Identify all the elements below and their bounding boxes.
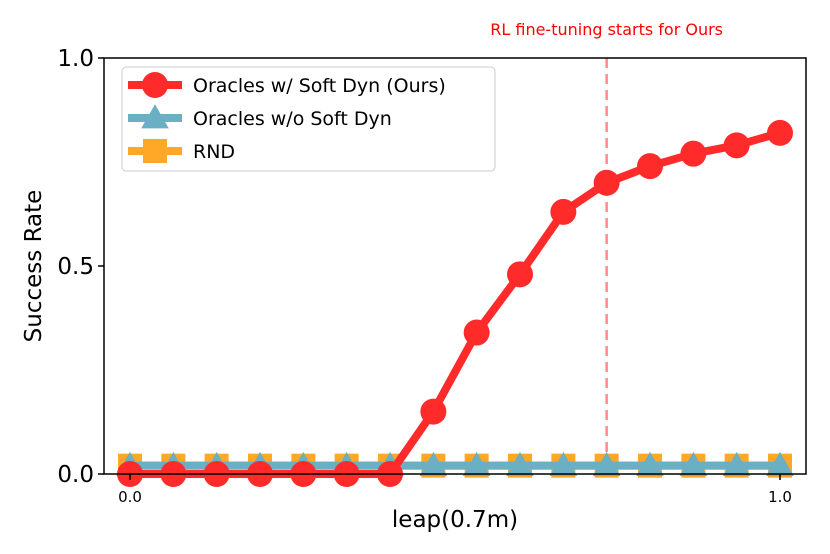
data-point-1-15	[766, 451, 794, 477]
y-tick-label-1: 0.5	[57, 254, 94, 280]
data-point-0-8	[463, 319, 490, 346]
data-point-0-11	[593, 169, 620, 196]
data-point-1-9	[506, 451, 534, 477]
legend-label-1: Oracles w/o Soft Dyn	[193, 108, 392, 130]
legend-marker-2	[143, 139, 167, 163]
annotation-text: RL fine-tuning starts for Ours	[490, 20, 723, 39]
legend-label-2: RND	[193, 141, 235, 163]
legend-marker-1	[141, 104, 169, 129]
legend: Oracles w/ Soft Dyn (Ours) Oracles w/o So…	[121, 66, 496, 172]
data-point-1-7	[419, 451, 448, 477]
series-line-0	[130, 129, 782, 478]
y-axis-title: Success Rate	[21, 190, 47, 343]
data-point-0-13	[680, 140, 707, 167]
data-point-1-14	[722, 451, 751, 477]
data-point-0-10	[550, 198, 577, 225]
x-axis-title: leap(0.7m)	[392, 507, 518, 533]
data-point-0-15	[767, 119, 793, 146]
data-point-0-9	[507, 261, 533, 288]
data-point-1-8	[462, 451, 491, 477]
data-point-1-13	[679, 451, 708, 477]
x-tick-label-1: 1.0	[768, 488, 792, 506]
y-tick-label-2: 1.0	[57, 46, 94, 72]
data-point-0-12	[637, 153, 663, 180]
x-tick-label-0: 0.0	[118, 488, 142, 506]
data-point-1-10	[549, 451, 578, 477]
legend-box	[121, 66, 496, 172]
legend-label-0: Oracles w/ Soft Dyn (Ours)	[193, 75, 446, 97]
y-tick-label-0: 0.0	[57, 462, 94, 488]
data-point-1-11	[592, 451, 621, 477]
axes-layer: 0.0 0.5 1.0 0.0 1.0	[57, 46, 807, 506]
data-point-0-14	[723, 132, 750, 159]
data-point-1-12	[636, 451, 664, 477]
data-point-0-7	[420, 398, 447, 425]
legend-marker-0	[142, 72, 168, 98]
